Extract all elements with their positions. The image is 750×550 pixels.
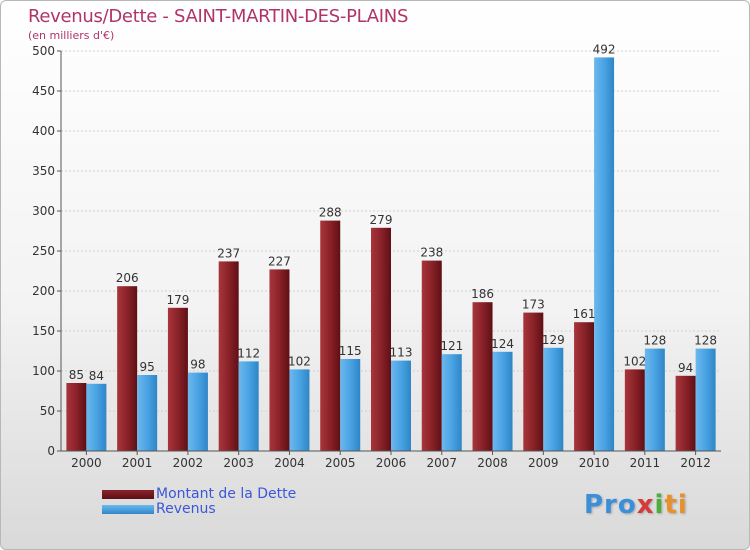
value-label: 288 xyxy=(319,206,342,220)
y-tick-label: 400 xyxy=(32,124,55,138)
value-label: 121 xyxy=(440,339,463,353)
brand-part-3: i xyxy=(654,490,665,520)
bar-dette xyxy=(371,227,391,451)
x-tick-label: 2006 xyxy=(376,456,407,470)
legend-label-revenus: Revenus xyxy=(156,501,216,517)
y-tick-label: 150 xyxy=(32,324,55,338)
bar-revenus xyxy=(86,383,107,451)
value-label: 98 xyxy=(190,358,205,372)
bar-revenus xyxy=(695,348,716,451)
value-label: 85 xyxy=(69,368,84,382)
value-label: 113 xyxy=(390,346,413,360)
bar-revenus xyxy=(644,348,665,451)
value-label: 492 xyxy=(593,42,616,56)
x-tick-label: 2009 xyxy=(528,456,559,470)
legend-swatch-dette xyxy=(102,490,154,499)
value-label: 279 xyxy=(370,213,393,227)
value-label: 179 xyxy=(166,293,189,307)
value-label: 102 xyxy=(623,354,646,368)
legend-label-dette: Montant de la Dette xyxy=(156,486,297,502)
bar-revenus xyxy=(289,369,310,451)
bar-dette xyxy=(218,261,239,451)
x-tick-label: 2008 xyxy=(477,456,508,470)
value-label: 112 xyxy=(237,346,260,360)
chart-subtitle: (en milliers d'€) xyxy=(28,29,115,42)
value-label: 206 xyxy=(116,271,139,285)
value-label: 161 xyxy=(573,307,596,321)
x-tick-label: 2005 xyxy=(325,456,356,470)
x-tick-label: 2012 xyxy=(680,456,711,470)
bars xyxy=(66,57,716,452)
y-tick-label: 50 xyxy=(40,404,55,418)
x-tick-label: 2011 xyxy=(630,456,661,470)
x-tick-label: 2007 xyxy=(426,456,457,470)
value-labels: 85 84 206 95 179 98 237 112 227 102 288 115 279 113 23… xyxy=(69,42,717,382)
value-label: 84 xyxy=(89,369,104,383)
y-tick-label: 0 xyxy=(47,444,55,458)
bar-revenus xyxy=(238,361,259,451)
bar-chart: 0 50 100 150 200 250 300 350 400 450 500 85 84 206 95… xyxy=(32,42,721,470)
bar-dette xyxy=(117,286,138,451)
x-axis: 2000 2001 2002 2003 2004 2005 2006 2007 2008 2009… xyxy=(61,450,721,470)
bar-revenus xyxy=(492,351,513,451)
x-tick-label: 2004 xyxy=(274,456,305,470)
bar-dette xyxy=(269,269,290,451)
value-label: 129 xyxy=(542,333,565,347)
value-label: 186 xyxy=(471,287,494,301)
brand-part-2: x xyxy=(636,490,655,520)
bar-revenus xyxy=(543,347,564,451)
value-label: 95 xyxy=(140,360,155,374)
y-tick-label: 350 xyxy=(32,164,55,178)
value-label: 227 xyxy=(268,254,291,268)
bar-dette xyxy=(624,369,645,451)
bar-revenus xyxy=(340,359,361,451)
value-label: 102 xyxy=(288,354,311,368)
bar-dette xyxy=(66,383,87,451)
y-tick-label: 500 xyxy=(32,44,55,58)
y-tick-label: 450 xyxy=(32,84,55,98)
bar-dette xyxy=(167,307,188,451)
value-label: 128 xyxy=(694,334,717,348)
y-tick-label: 200 xyxy=(32,284,55,298)
y-axis: 0 50 100 150 200 250 300 350 400 450 500 xyxy=(32,44,62,458)
brand-part-4: ti xyxy=(664,490,688,520)
chart-title: Revenus/Dette - SAINT-MARTIN-DES-PLAINS xyxy=(28,6,409,27)
bar-dette xyxy=(320,220,341,451)
bar-dette xyxy=(472,302,493,451)
value-label: 238 xyxy=(420,246,443,260)
x-tick-label: 2000 xyxy=(71,456,102,470)
value-label: 237 xyxy=(217,246,240,260)
bar-revenus xyxy=(441,354,462,451)
value-label: 115 xyxy=(339,344,362,358)
value-label: 173 xyxy=(522,298,545,312)
legend-swatch-revenus xyxy=(102,505,154,514)
x-tick-label: 2002 xyxy=(173,456,204,470)
y-tick-label: 300 xyxy=(32,204,55,218)
bar-dette xyxy=(574,322,595,451)
y-tick-label: 250 xyxy=(32,244,55,258)
brand-logo: Proxiti xyxy=(584,490,688,520)
bar-dette xyxy=(421,260,442,451)
bar-revenus xyxy=(187,372,208,451)
value-label: 124 xyxy=(491,337,514,351)
value-label: 94 xyxy=(678,361,693,375)
bar-revenus xyxy=(137,375,158,451)
x-tick-label: 2001 xyxy=(122,456,153,470)
y-tick-label: 100 xyxy=(32,364,55,378)
x-tick-label: 2010 xyxy=(579,456,610,470)
bar-revenus xyxy=(594,57,615,452)
x-tick-label: 2003 xyxy=(223,456,254,470)
bar-dette xyxy=(523,312,544,451)
bar-dette xyxy=(675,375,696,451)
value-label: 128 xyxy=(643,334,666,348)
brand-part-1: Pro xyxy=(584,490,637,520)
bar-revenus xyxy=(391,360,411,451)
